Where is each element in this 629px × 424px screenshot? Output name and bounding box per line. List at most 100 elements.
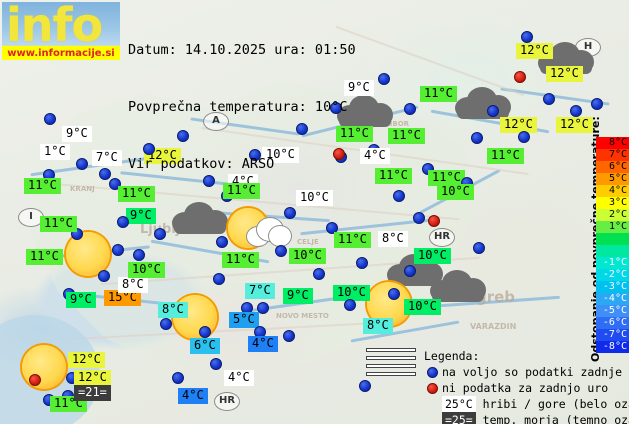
scale-swatch: -4°C <box>596 293 629 305</box>
scale-swatch: -6°C <box>596 317 629 329</box>
cloud-icon <box>337 93 393 127</box>
scale-swatch: 8°C <box>596 137 629 149</box>
legend-dark-text: temp. morja (temno ozadje) <box>482 413 629 424</box>
station-temperature-label: 12°C <box>546 66 583 82</box>
station-dot-nodata <box>333 148 345 160</box>
station-temperature-label: 8°C <box>378 231 408 247</box>
station-temperature-label: 11°C <box>222 252 259 268</box>
station-temperature-label: =21= <box>74 385 111 401</box>
scale-swatch <box>596 233 629 245</box>
station-dot <box>76 158 88 170</box>
station-dot-nodata <box>428 215 440 227</box>
city-name: MARIBOR <box>372 120 410 128</box>
legend-white-chip: 25°C <box>442 396 476 412</box>
station-temperature-label: 11°C <box>375 168 412 184</box>
station-temperature-label: 10°C <box>333 285 370 301</box>
cloud-icon <box>430 268 486 302</box>
station-temperature-label: 9°C <box>344 80 374 96</box>
cloud-icon <box>455 85 511 119</box>
station-temperature-label: 10°C <box>296 190 333 206</box>
station-dot <box>518 131 530 143</box>
station-dot <box>213 273 225 285</box>
station-dot <box>393 190 405 202</box>
country-marker: HR <box>429 228 455 247</box>
station-dot <box>284 207 296 219</box>
scale-swatch <box>596 245 629 257</box>
header-source-line: Vir podatkov: ARSO <box>128 156 275 172</box>
station-temperature-label: 9°C <box>66 292 96 308</box>
station-dot-nodata <box>514 71 526 83</box>
scale-swatch: -2°C <box>596 269 629 281</box>
station-temperature-label: 12°C <box>68 352 105 368</box>
station-temperature-label: 7°C <box>92 150 122 166</box>
station-temperature-label: 11°C <box>420 86 457 102</box>
station-temperature-label: 11°C <box>118 186 155 202</box>
station-dot <box>356 257 368 269</box>
station-dot <box>543 93 555 105</box>
scale-swatch: 2°C <box>596 209 629 221</box>
legend-row-mountain: 25°C hribi / gore (belo ozadje) <box>424 396 629 412</box>
header-avg-temp-line: Povprečna temperatura: 10°C <box>128 99 348 115</box>
legend-row-nodata: ni podatka za zadnjo uro <box>424 380 629 396</box>
station-temperature-label: 9°C <box>62 126 92 142</box>
blue-dot-icon <box>427 367 438 378</box>
header-info: Datum: 14.10.2025 ura: 01:50 Povprečna t… <box>128 3 356 212</box>
legend-row-sea: =25= temp. morja (temno ozadje) <box>424 412 629 424</box>
logo-url: www.informacije.si <box>2 47 120 60</box>
station-temperature-label: 10°C <box>404 299 441 315</box>
logo-wordmark: info <box>6 2 103 52</box>
header-date-line: Datum: 14.10.2025 ura: 01:50 <box>128 42 356 58</box>
scale-swatch: 4°C <box>596 185 629 197</box>
station-temperature-label: 10°C <box>437 184 474 200</box>
station-dot <box>133 249 145 261</box>
station-dot <box>378 73 390 85</box>
station-dot <box>257 302 269 314</box>
station-dot <box>388 288 400 300</box>
scale-swatch: -8°C <box>596 341 629 353</box>
station-dot <box>326 222 338 234</box>
station-dot <box>172 372 184 384</box>
legend-row-available: na voljo so podatki zadnje ure <box>424 364 629 380</box>
site-logo[interactable]: info www.informacije.si <box>2 2 120 60</box>
scale-swatch: -5°C <box>596 305 629 317</box>
station-temperature-label: 15°C <box>104 290 141 306</box>
station-temperature-label: 10°C <box>414 248 451 264</box>
station-dot <box>203 175 215 187</box>
legend-white-text: hribi / gore (belo ozadje) <box>482 397 629 411</box>
red-dot-icon <box>427 383 438 394</box>
station-dot <box>591 98 603 110</box>
cloud-icon <box>172 200 228 234</box>
station-dot <box>199 326 211 338</box>
legend: Legenda: na voljo so podatki zadnje ure … <box>424 348 629 424</box>
station-temperature-label: 11°C <box>336 126 373 142</box>
station-temperature-label: 11°C <box>334 232 371 248</box>
city-name: CELJE <box>297 238 319 246</box>
station-dot <box>98 270 110 282</box>
station-temperature-label: 4°C <box>178 388 208 404</box>
station-dot <box>296 123 308 135</box>
station-dot <box>521 31 533 43</box>
scale-swatch: 1°C <box>596 221 629 233</box>
station-dot <box>216 236 228 248</box>
station-temperature-label: 1°C <box>40 144 70 160</box>
city-name: VARAZDIN <box>470 322 517 331</box>
station-dot <box>313 268 325 280</box>
station-dot <box>570 105 582 117</box>
station-dot <box>473 242 485 254</box>
station-temperature-label: 12°C <box>516 43 553 59</box>
station-dot-nodata <box>29 374 41 386</box>
station-dot <box>177 130 189 142</box>
station-temperature-label: 12°C <box>74 370 111 386</box>
station-temperature-label: 12°C <box>500 117 537 133</box>
legend-title: Legenda: <box>424 349 480 363</box>
station-dot <box>154 228 166 240</box>
station-temperature-label: 6°C <box>190 338 220 354</box>
station-dot <box>99 168 111 180</box>
station-dot <box>112 244 124 256</box>
temperature-scale: 8°C 7°C 6°C 5°C 4°C 3°C 2°C 1°C -1°C -2°C -3°C -4°C… <box>596 137 629 353</box>
scale-swatch: -1°C <box>596 257 629 269</box>
scale-swatch: -7°C <box>596 329 629 341</box>
station-dot <box>275 245 287 257</box>
station-temperature-label: 5°C <box>229 312 259 328</box>
station-dot <box>249 149 261 161</box>
